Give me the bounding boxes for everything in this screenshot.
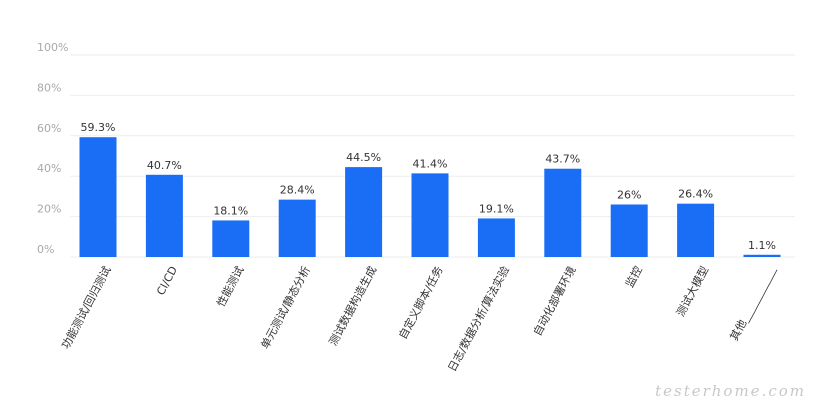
data-label: 1.1%	[748, 239, 776, 252]
watermark: testerhome.com	[655, 382, 806, 400]
data-label: 19.1%	[479, 202, 514, 215]
bar	[743, 254, 781, 257]
bar	[212, 220, 250, 257]
x-axis-labels: 功能测试/回归测试 CI/CD 性能测试 单元测试/静态分析 测试数据构造生成 自定义脚本…	[58, 264, 778, 374]
bar	[79, 137, 117, 257]
x-tick-label: 测试大模型	[673, 264, 711, 319]
data-labels: 59.3% 40.7% 18.1% 28.4% 44.5% 41.4% 19.1% 43.7%…	[81, 121, 776, 252]
data-label: 43.7%	[545, 153, 580, 166]
y-axis-ticks: 0% 20% 40% 60% 80% 100%	[37, 41, 68, 256]
x-tick-label: 其他___________	[728, 264, 778, 343]
y-tick-label: 0%	[37, 243, 54, 256]
x-tick-label: 功能测试/回归测试	[58, 264, 113, 352]
data-label: 40.7%	[147, 159, 182, 172]
y-tick-label: 20%	[37, 203, 61, 216]
bar	[411, 173, 449, 257]
x-tick-label: 自定义脚本/任务	[395, 264, 445, 342]
data-label: 41.4%	[413, 157, 448, 170]
y-tick-label: 60%	[37, 122, 61, 135]
y-tick-label: 40%	[37, 162, 61, 175]
data-label: 18.1%	[213, 204, 248, 217]
data-label: 28.4%	[280, 184, 315, 197]
data-label: 26%	[617, 188, 641, 201]
bar	[278, 199, 316, 257]
data-label: 26.4%	[678, 188, 713, 201]
bar	[145, 174, 183, 257]
x-tick-label: 性能测试	[213, 264, 246, 309]
x-tick-label: 自动化部署环境	[530, 264, 579, 339]
y-tick-label: 80%	[37, 81, 61, 94]
bar	[677, 203, 715, 257]
bars	[79, 137, 781, 257]
bar	[477, 218, 515, 257]
x-tick-label: 监控	[622, 264, 645, 290]
x-tick-label: 测试数据构造生成	[326, 264, 380, 348]
x-tick-label: 单元测试/静态分析	[257, 264, 312, 352]
bar	[345, 167, 383, 257]
data-label: 59.3%	[81, 121, 116, 134]
bar	[544, 168, 582, 257]
data-label: 44.5%	[346, 151, 381, 164]
x-tick-label: 日志/数据分析/算法实验	[445, 264, 512, 374]
x-tick-label: CI/CD	[154, 264, 180, 297]
y-tick-label: 100%	[37, 41, 68, 54]
bar	[610, 204, 648, 257]
